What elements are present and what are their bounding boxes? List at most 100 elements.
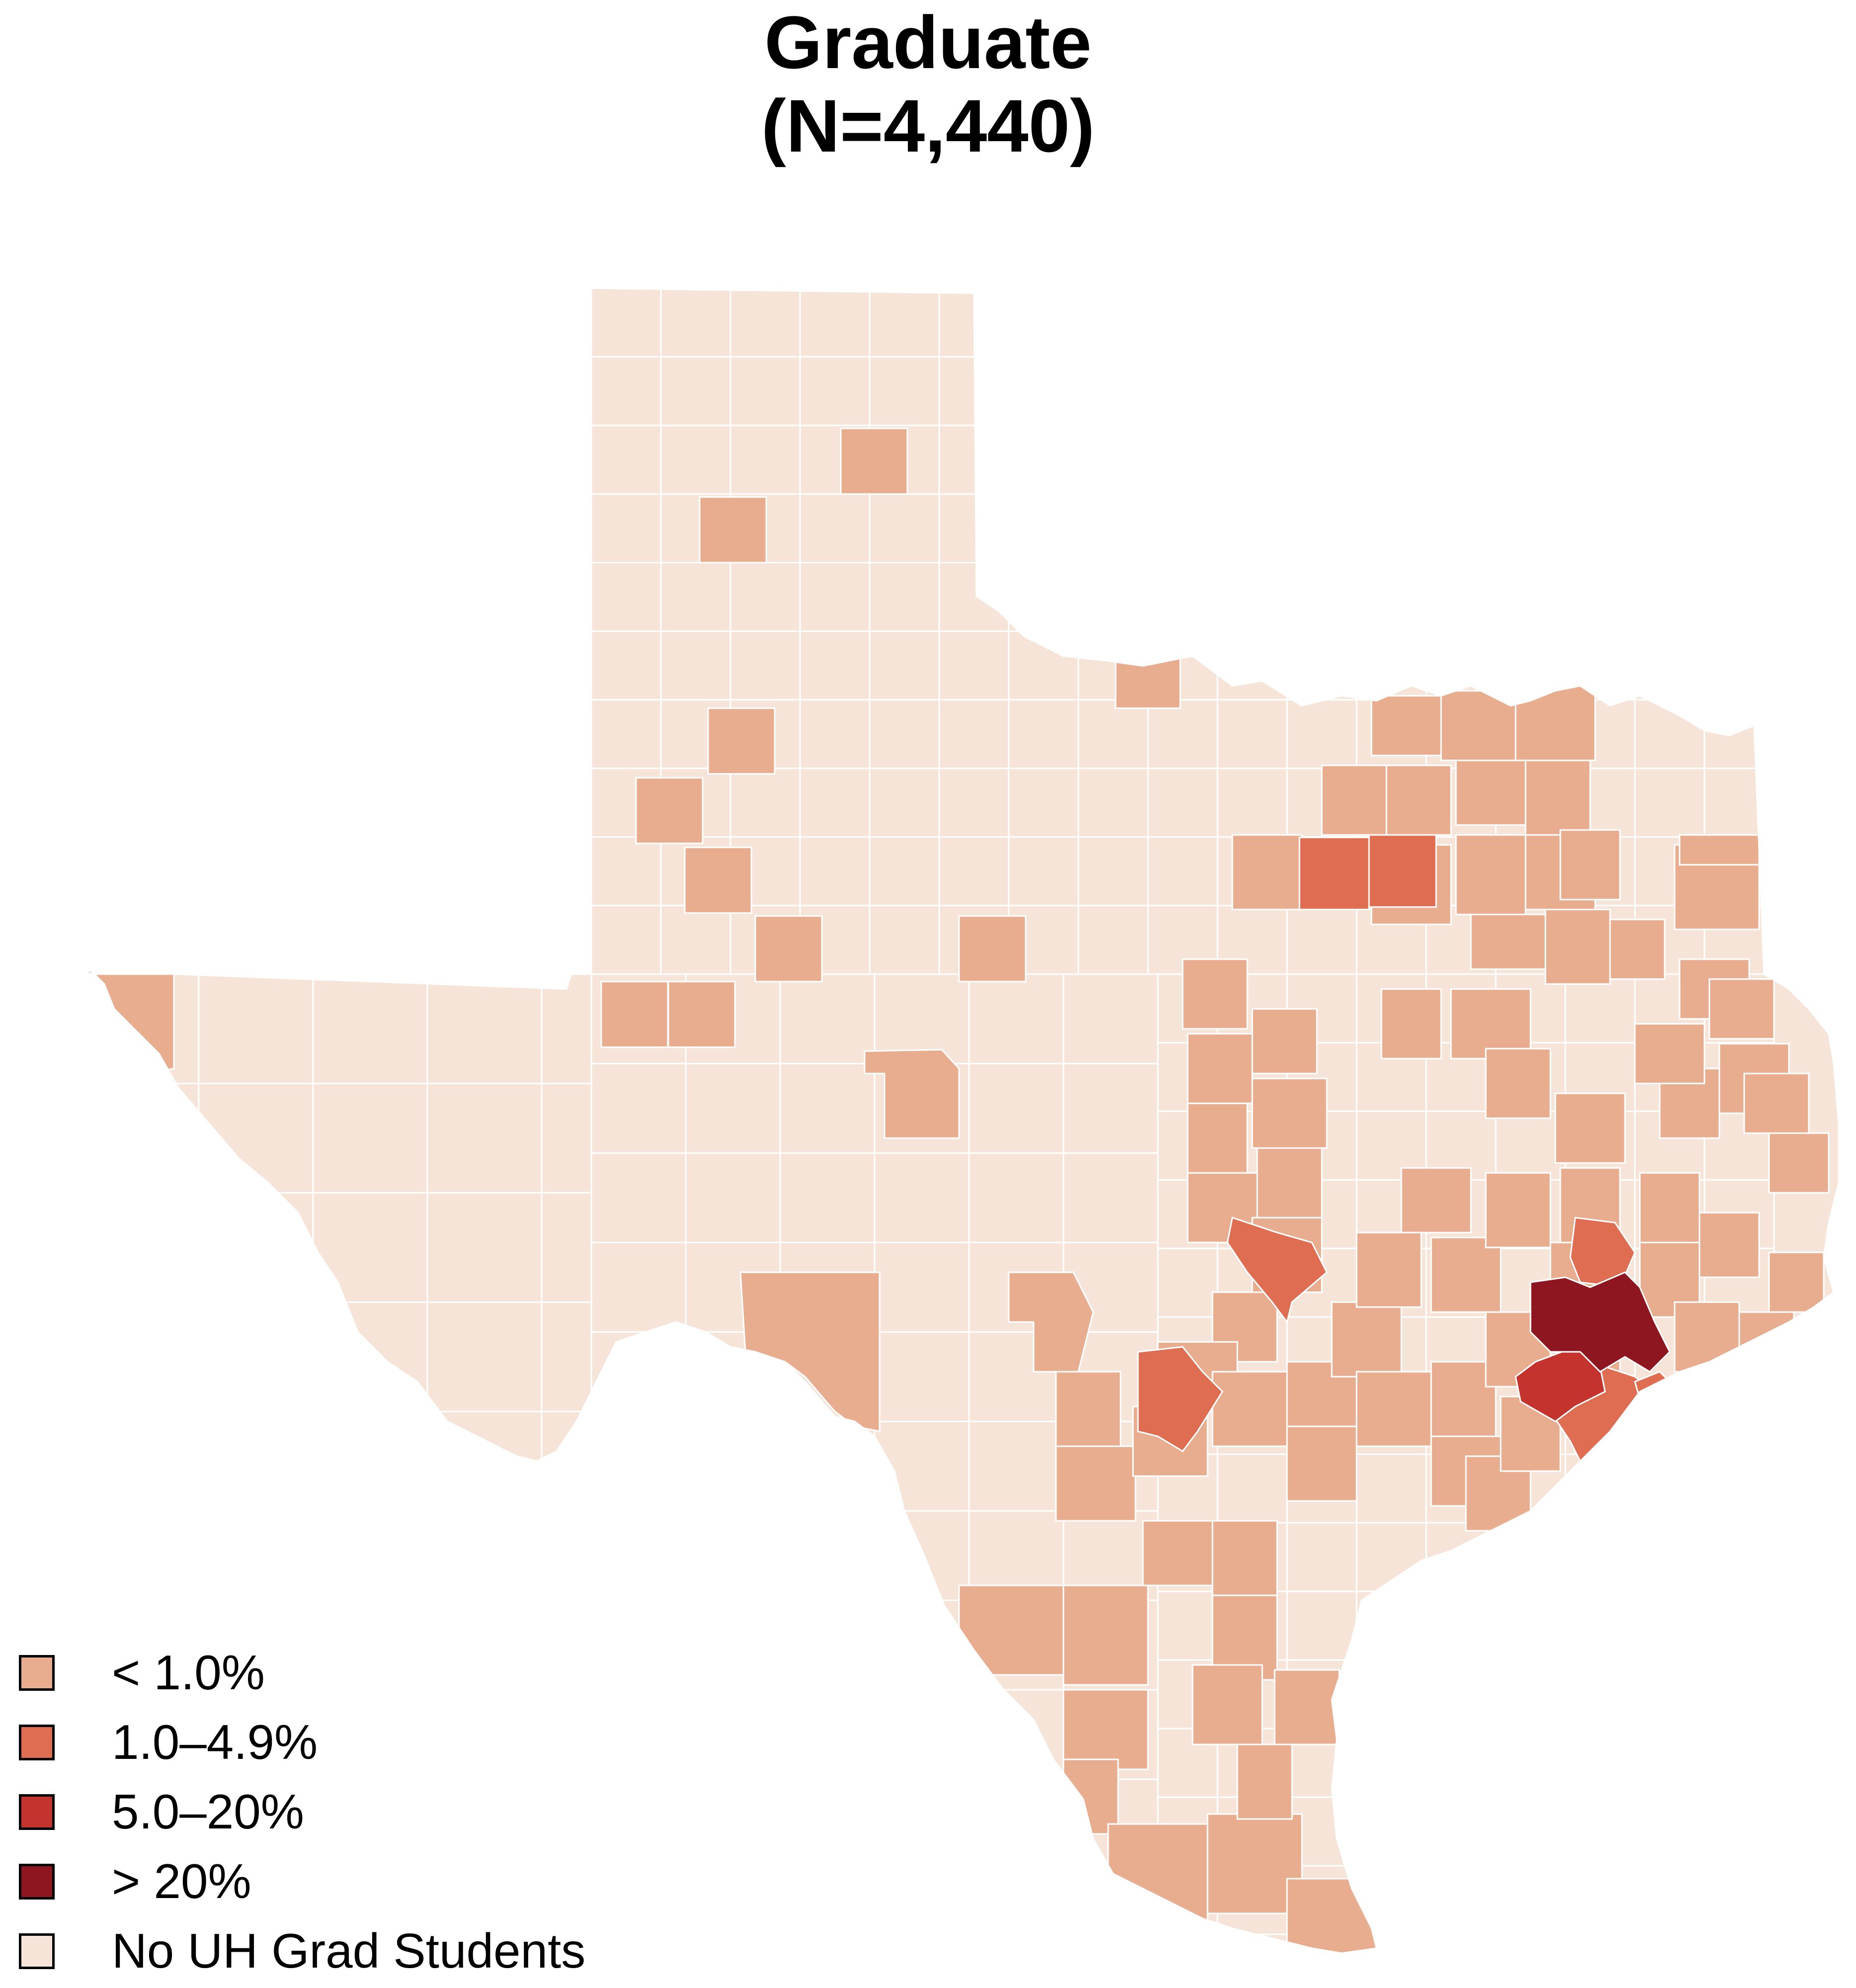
- county: [1077, 562, 1149, 632]
- county: [969, 1958, 1063, 1983]
- county: [1495, 1522, 1566, 1592]
- county: [1077, 1933, 1149, 1953]
- county: [874, 1778, 970, 1870]
- county: [660, 562, 731, 632]
- county: [938, 1728, 1010, 1798]
- county: [799, 562, 871, 632]
- county: [1485, 1172, 1551, 1248]
- county: [1216, 424, 1288, 495]
- county: [1425, 493, 1497, 564]
- county: [1062, 1063, 1159, 1154]
- county: [1077, 356, 1149, 426]
- county: [1147, 1933, 1218, 1953]
- county: [590, 288, 662, 358]
- county: [198, 1301, 314, 1412]
- county: [779, 1689, 876, 1780]
- county: [869, 356, 940, 426]
- county: [590, 356, 662, 426]
- county: [1564, 1590, 1636, 1661]
- county: [1634, 1659, 1705, 1730]
- county: [1703, 767, 1775, 838]
- county: [1147, 699, 1218, 769]
- county: [1008, 1933, 1079, 1953]
- county: [1147, 836, 1218, 907]
- county: [799, 1590, 871, 1661]
- county: [87, 1082, 200, 1194]
- county: [590, 1063, 687, 1154]
- county: [874, 1152, 970, 1243]
- county: [1286, 1425, 1358, 1502]
- county: [635, 777, 704, 844]
- county: [1356, 288, 1427, 358]
- legend-label-lt1: < 1.0%: [112, 1645, 265, 1700]
- county: [198, 973, 314, 1084]
- county: [780, 1958, 875, 1983]
- county: [1525, 759, 1591, 836]
- county: [87, 1301, 200, 1412]
- legend-swatch-1-4-9: [19, 1725, 55, 1760]
- county: [729, 767, 801, 838]
- county: [779, 1599, 876, 1691]
- county: [1703, 1385, 1775, 1455]
- county: [1470, 913, 1546, 970]
- county: [600, 981, 669, 1048]
- county: [1703, 630, 1775, 701]
- county: [1425, 356, 1497, 426]
- county: [699, 496, 767, 564]
- county: [1703, 493, 1775, 564]
- county: [874, 1868, 970, 1953]
- county: [869, 1728, 940, 1798]
- county: [869, 1590, 940, 1661]
- county: [1559, 829, 1621, 901]
- county: [1634, 767, 1705, 838]
- county: [1564, 1659, 1636, 1730]
- county: [799, 1522, 871, 1592]
- county: [1634, 630, 1705, 701]
- county: [1008, 424, 1079, 495]
- county: [799, 1453, 871, 1524]
- county: [1216, 1933, 1288, 1953]
- county: [1216, 562, 1288, 632]
- county: [1137, 1346, 1223, 1452]
- county: [660, 424, 731, 495]
- county: [1008, 767, 1079, 838]
- county: [1062, 1152, 1159, 1243]
- county: [1147, 1247, 1218, 1318]
- county: [1274, 1669, 1340, 1745]
- county: [739, 1271, 881, 1432]
- county: [779, 1868, 876, 1953]
- county: [840, 427, 908, 495]
- county: [1008, 1796, 1079, 1867]
- county: [590, 1152, 687, 1243]
- county: [660, 1522, 731, 1592]
- county: [1147, 356, 1218, 426]
- county: [1495, 1796, 1566, 1867]
- county: [779, 1510, 876, 1601]
- legend-swatch-gt20: [19, 1864, 55, 1900]
- county: [1207, 1813, 1303, 1914]
- county: [198, 1192, 314, 1303]
- legend-label-5-20: 5.0–20%: [112, 1784, 304, 1839]
- county: [1286, 1590, 1358, 1661]
- county: [590, 1522, 662, 1592]
- county: [1286, 493, 1358, 564]
- legend-item-gt20: > 20%: [15, 1849, 760, 1918]
- county: [779, 973, 876, 1065]
- legend-swatch-none: [19, 1933, 55, 1969]
- county: [1077, 699, 1149, 769]
- county: [1286, 562, 1358, 632]
- legend-label-none: No UH Grad Students: [112, 1923, 586, 1978]
- county: [938, 1796, 1010, 1867]
- county: [1356, 630, 1427, 701]
- county: [869, 562, 940, 632]
- county: [779, 1063, 876, 1154]
- county: [1380, 988, 1442, 1060]
- county: [1298, 836, 1370, 911]
- county: [1142, 1520, 1223, 1586]
- county: [1634, 1522, 1705, 1592]
- county: [1226, 1217, 1328, 1324]
- county: [799, 1865, 871, 1935]
- county: [779, 1152, 876, 1243]
- county: [968, 1152, 1064, 1243]
- county: [1055, 1371, 1122, 1447]
